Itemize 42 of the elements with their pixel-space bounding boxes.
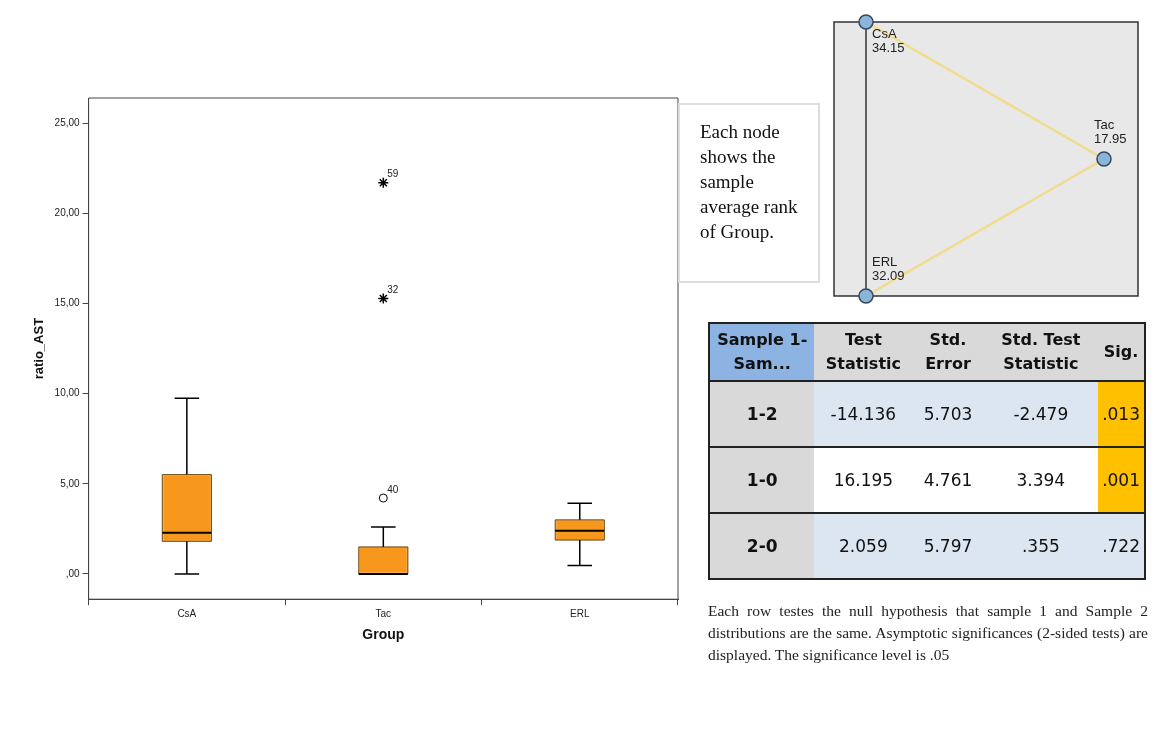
annotation: 40 bbox=[387, 483, 399, 495]
text: 16.195 bbox=[833, 470, 894, 490]
x-tick-label: Tac bbox=[375, 607, 392, 619]
y-tick-label: 15,00 bbox=[54, 297, 81, 309]
y-axis-title: ratio_AST bbox=[31, 317, 47, 380]
text: Each row testes the null hypothesis that sample 1 and Sample 2 distributions are the same. Asymptotic significances (2-sided tests) are displayed. The significance level is .05 bbox=[708, 601, 1148, 665]
y-tick-label: ,00 bbox=[65, 567, 81, 579]
y-tick-label: 10,00 bbox=[54, 387, 81, 399]
text: .013 bbox=[1102, 404, 1140, 424]
text: 2.059 bbox=[839, 536, 888, 556]
annotation: 32 bbox=[387, 284, 399, 296]
text: 1-2 bbox=[746, 404, 778, 424]
text: 4.761 bbox=[923, 470, 973, 490]
text: .001 bbox=[1102, 470, 1140, 490]
text: .355 bbox=[1021, 536, 1060, 556]
category-label: CsA bbox=[872, 26, 897, 41]
text: Each node shows the sample average rank of Group. bbox=[678, 103, 820, 283]
text: 1-0 bbox=[746, 470, 778, 490]
category-label: Tac bbox=[1094, 117, 1115, 132]
category-label: Std. Test Statistic bbox=[983, 323, 1099, 381]
text: -2.479 bbox=[1013, 404, 1069, 424]
data-label: 34.15 bbox=[872, 40, 905, 55]
text: 3.394 bbox=[1016, 470, 1066, 490]
text: 5.703 bbox=[923, 404, 973, 424]
category-label: Test Statistic bbox=[814, 323, 913, 381]
x-tick-label: ERL bbox=[570, 607, 590, 619]
text: -14.136 bbox=[830, 404, 897, 424]
y-tick-label: 5,00 bbox=[60, 477, 81, 489]
data-label: 17.95 bbox=[1094, 131, 1127, 146]
x-tick-label: CsA bbox=[177, 607, 197, 619]
text: .722 bbox=[1102, 536, 1140, 556]
category-label: ERL bbox=[872, 254, 898, 269]
y-tick-label: 25,00 bbox=[54, 116, 81, 128]
category-label: Sig. bbox=[1098, 323, 1145, 381]
category-label: Sample 1-Sam... bbox=[709, 323, 815, 381]
annotation: 59 bbox=[387, 168, 399, 180]
data-label: 32.09 bbox=[872, 268, 905, 283]
category-label: Std. Error bbox=[912, 323, 984, 381]
text: 5.797 bbox=[923, 536, 973, 556]
text: 2-0 bbox=[746, 536, 778, 556]
x-axis-title: Group bbox=[362, 626, 405, 643]
y-tick-label: 20,00 bbox=[54, 207, 81, 219]
